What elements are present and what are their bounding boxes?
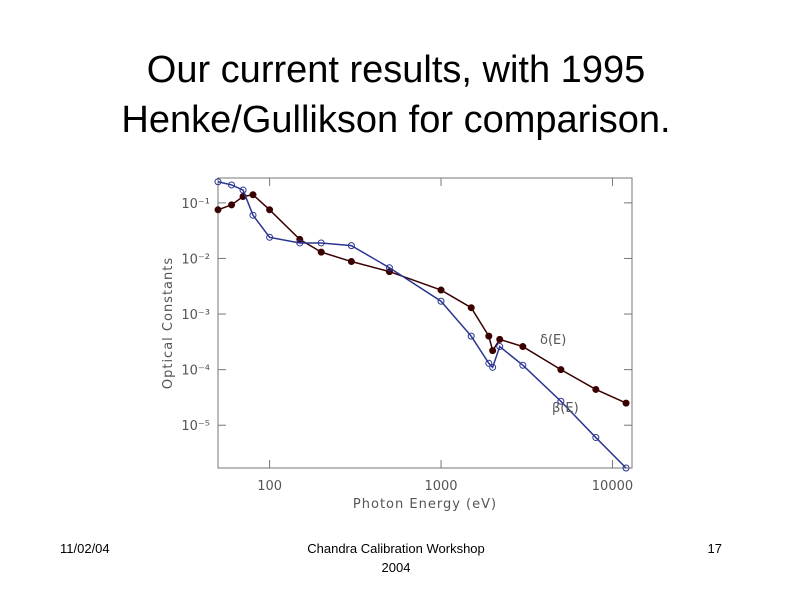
data-point <box>239 186 247 194</box>
data-point <box>249 191 257 199</box>
slide-title: Henke/Gullikson for comparison. <box>121 99 670 141</box>
data-point <box>592 434 600 442</box>
data-point <box>496 343 504 351</box>
y-tick-label: 10⁻³ <box>181 308 210 323</box>
page-number: 17 <box>708 541 722 556</box>
data-point <box>519 361 527 369</box>
y-tick-label: 10⁻⁵ <box>181 419 210 434</box>
data-point <box>317 248 325 256</box>
data-point <box>489 347 497 355</box>
data-point <box>467 332 475 340</box>
data-point <box>347 258 355 266</box>
data-point <box>622 464 630 472</box>
data-point <box>296 239 304 247</box>
data-point <box>485 332 493 340</box>
data-point <box>467 304 475 312</box>
data-point <box>228 181 236 189</box>
data-point <box>249 211 257 219</box>
footer: Chandra Calibration Workshop <box>307 541 485 556</box>
series-line <box>217 180 627 469</box>
series-label: δ(E) <box>540 333 566 348</box>
data-point <box>592 385 600 393</box>
data-point <box>317 239 325 247</box>
y-tick-label: 10⁻¹ <box>181 197 210 212</box>
x-tick-label: 10000 <box>592 479 633 494</box>
x-tick-label: 100 <box>257 479 282 494</box>
data-point <box>228 201 236 209</box>
data-point <box>347 242 355 250</box>
date: 11/02/04 <box>60 541 110 556</box>
data-point <box>385 264 393 272</box>
slide-title: Our current results, with 1995 <box>147 49 645 91</box>
data-point <box>519 343 527 351</box>
x-axis-label: Photon Energy (eV) <box>353 497 497 512</box>
data-point <box>437 286 445 294</box>
series-line <box>217 193 627 404</box>
plot-frame <box>217 177 633 469</box>
data-point <box>622 399 630 407</box>
y-tick-label: 10⁻⁴ <box>181 364 210 379</box>
data-point <box>496 335 504 343</box>
data-point <box>266 233 274 241</box>
footer: 2004 <box>382 560 411 575</box>
x-tick-label: 1000 <box>424 479 457 494</box>
y-tick-label: 10⁻² <box>181 252 210 267</box>
data-point <box>489 363 497 371</box>
data-point <box>214 206 222 214</box>
data-point <box>437 297 445 305</box>
series-label: β(E) <box>552 401 579 416</box>
data-point <box>214 178 222 186</box>
data-point <box>557 366 565 374</box>
data-point <box>266 206 274 214</box>
data-point <box>485 359 493 367</box>
data-point <box>557 397 565 405</box>
y-axis-label: Optical Constants <box>161 257 176 389</box>
